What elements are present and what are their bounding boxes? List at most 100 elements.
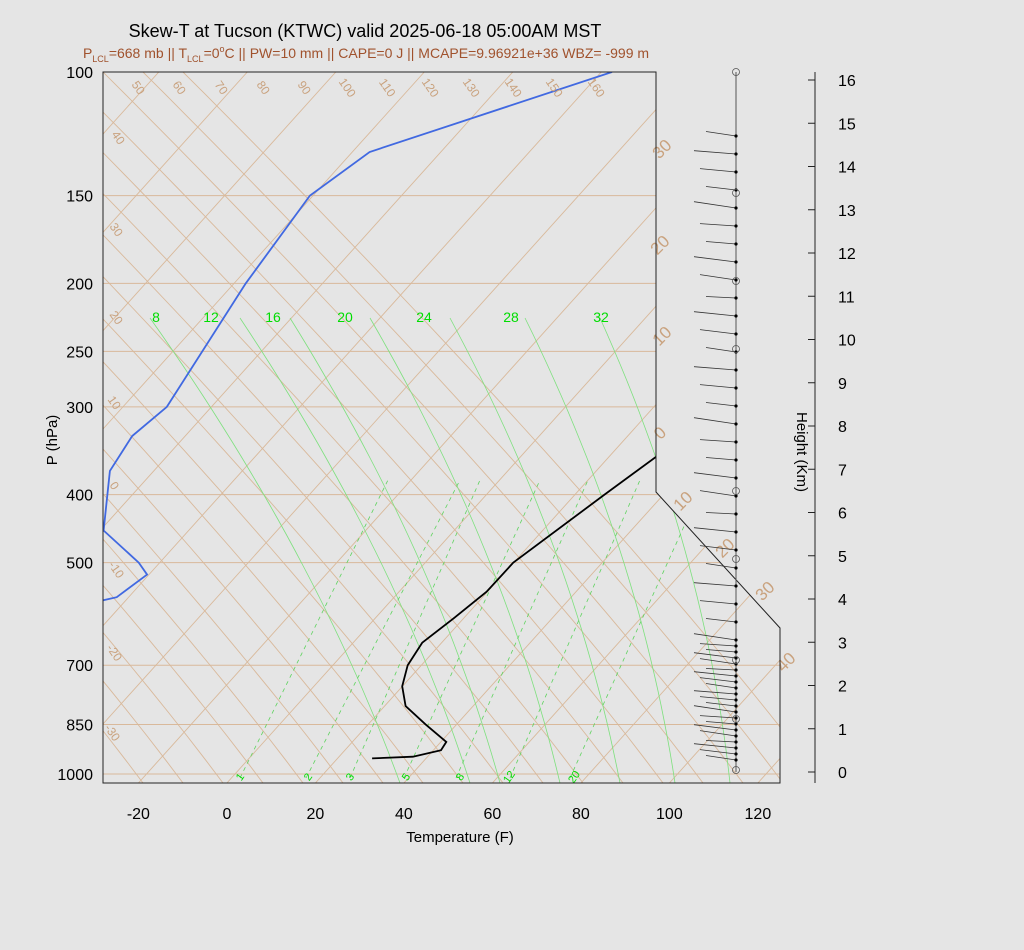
dry-adiabat-line: [0, 72, 23, 783]
wind-barb: [699, 715, 737, 719]
y-tick-label: 400: [66, 488, 93, 505]
height-tick-label: 9: [838, 376, 847, 393]
wind-barb-dot: [734, 476, 738, 480]
isotherm-line: [103, 72, 691, 783]
y-tick-label: 100: [66, 65, 93, 82]
wind-barb-dot: [734, 650, 738, 654]
moist-adiabat-line: [149, 317, 401, 783]
wind-barb: [693, 472, 737, 479]
wind-barbs: [693, 68, 740, 774]
height-tick-label: 6: [838, 506, 847, 523]
y-tick-label: 300: [66, 400, 93, 417]
height-tick-label: 5: [838, 549, 847, 566]
mixing-ratio-label: 12: [203, 309, 219, 325]
x-tick-label: -20: [127, 806, 150, 823]
wind-barb: [699, 677, 737, 683]
mixing-ratio-label: 16: [265, 309, 281, 325]
moist-adiabat-line: [289, 317, 501, 783]
wind-barb-dot: [734, 656, 738, 660]
mixing-ratio-bottom-label: 20: [566, 769, 583, 786]
dry-adiabat-line: [103, 72, 584, 783]
wind-barb-dot: [734, 242, 738, 246]
isotherm-line: [580, 72, 780, 783]
wind-barb: [699, 384, 737, 389]
chart-title: Skew-T at Tucson (KTWC) valid 2025-06-18…: [129, 21, 602, 41]
wind-barb: [705, 457, 737, 461]
wind-barb: [705, 755, 737, 761]
wind-barb-dot: [734, 686, 738, 690]
chart-subtitle: PLCL=668 mb || TLCL=0oC || PW=10 mm || C…: [83, 44, 649, 64]
wind-barb-dot: [734, 662, 738, 666]
height-tick-label: 14: [838, 160, 856, 177]
wind-barb-dot: [734, 734, 738, 738]
wind-barb-dot: [734, 752, 738, 756]
wind-barb: [705, 512, 737, 515]
wind-barb-dot: [734, 422, 738, 426]
plot-area: [103, 72, 780, 783]
wind-barb-dot: [734, 458, 738, 462]
dry-adiabat-line: [103, 72, 224, 783]
x-tick-label: 40: [395, 806, 413, 823]
height-tick-label: 3: [838, 635, 847, 652]
y-tick-label: 500: [66, 556, 93, 573]
height-tick-label: 2: [838, 679, 847, 696]
wind-barb-dot: [734, 134, 738, 138]
wind-barb: [693, 311, 737, 317]
isotherm-line: [103, 72, 337, 783]
wind-barb: [705, 702, 737, 707]
mixing-ratio-line: [403, 479, 541, 779]
wind-calm-circle: [732, 68, 740, 76]
dry-adiabat-line: [103, 72, 624, 783]
y-tick-label: 700: [66, 658, 93, 675]
wind-calm-circle: [732, 487, 740, 495]
moist-adiabat-line: [369, 317, 561, 783]
wind-barb: [705, 186, 737, 191]
wind-barb-dot: [734, 710, 738, 714]
wind-barb: [699, 168, 737, 173]
wind-barb: [693, 743, 737, 749]
wind-barb-dot: [734, 224, 738, 228]
x-tick-label: 20: [306, 806, 324, 823]
plot-border: [102, 71, 781, 784]
wind-barb-dot: [734, 668, 738, 672]
x-axis-label: Temperature (F): [406, 829, 514, 846]
mixing-ratio-label: 32: [593, 309, 609, 325]
wind-barb: [693, 417, 737, 425]
sounding-profiles: [103, 72, 780, 760]
isotherm-line: [492, 72, 780, 783]
isotherm-label: 10: [670, 488, 697, 515]
y-axis-label: P (hPa): [44, 415, 61, 466]
wind-barb: [693, 201, 737, 209]
wind-barb-dot: [734, 704, 738, 708]
wind-barb: [699, 223, 737, 227]
wind-barb-dot: [734, 368, 738, 372]
wind-barb-dot: [734, 512, 738, 516]
wind-barb-dot: [734, 260, 738, 264]
wind-barb-dot: [734, 278, 738, 282]
height-tick-label: 4: [838, 592, 847, 609]
dry-adiabat-line: [142, 72, 780, 783]
wind-barb-dot: [734, 728, 738, 732]
mixing-ratio-bottom-label: 8: [454, 771, 467, 783]
wind-barb-dot: [734, 494, 738, 498]
wind-barb: [699, 730, 737, 737]
wind-barb: [699, 329, 737, 335]
wind-barb: [705, 241, 737, 245]
wind-barb-dot: [734, 740, 738, 744]
wind-barb-dot: [734, 296, 738, 300]
height-tick-label: 0: [838, 765, 847, 782]
y-tick-label: 150: [66, 189, 93, 206]
temperature-profile-line: [372, 72, 780, 760]
wind-calm-circle: [732, 555, 740, 563]
wind-calm-circle: [732, 189, 740, 197]
mixing-ratio-line: [349, 479, 481, 779]
wind-barb: [705, 296, 737, 299]
dry-adiabat-line: [103, 72, 464, 783]
wind-barb: [699, 274, 737, 281]
dry-adiabat-line: [103, 72, 544, 783]
wind-barb: [705, 618, 737, 623]
wind-barb: [699, 600, 737, 605]
wind-barb-dot: [734, 758, 738, 762]
